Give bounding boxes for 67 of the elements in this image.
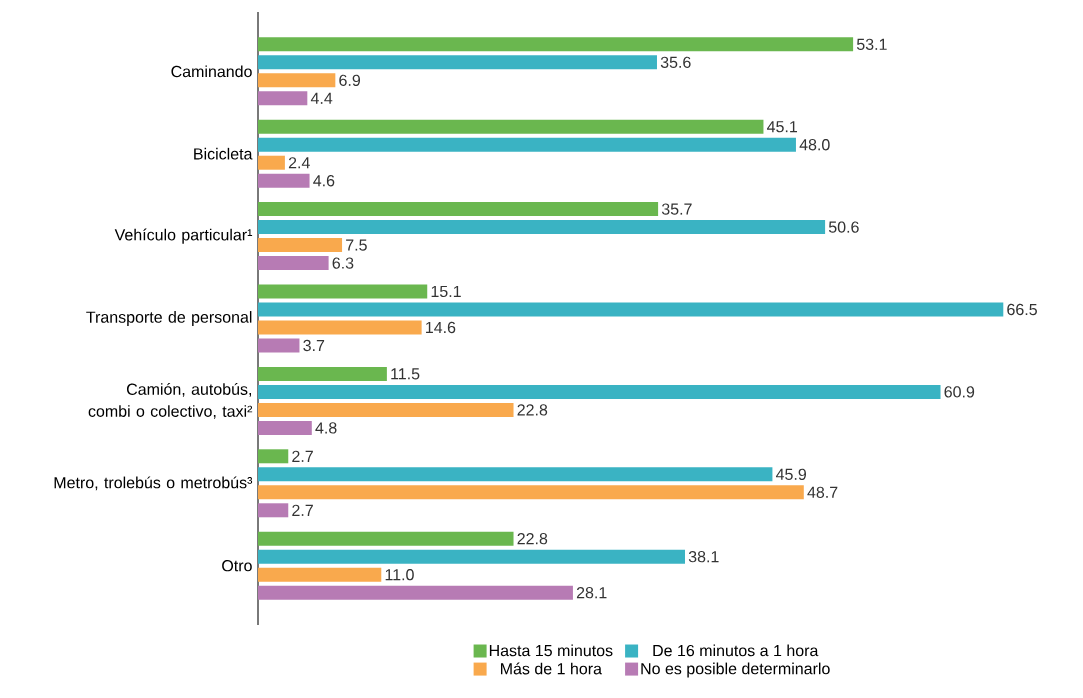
- bar: [258, 402, 514, 417]
- data-label: 15.1: [431, 285, 461, 298]
- data-label: 35.7: [661, 203, 692, 215]
- bar: [258, 338, 300, 353]
- y-tick-label: Transporte de personal: [86, 311, 252, 326]
- bar: [258, 420, 312, 435]
- data-label: 35.6: [660, 56, 691, 68]
- bar: [258, 137, 796, 152]
- legend-label: No es posible determinarlo: [641, 662, 830, 678]
- bar: [258, 485, 804, 500]
- data-label: 4.4: [310, 92, 333, 104]
- legend-label: De 16 minutos a 1 hora: [653, 644, 819, 657]
- y-tick-label: Otro: [222, 560, 252, 572]
- y-tick-label: Camión, autobús, combi o colectivo, taxi²: [88, 382, 253, 419]
- y-tick-label: Bicicleta: [194, 147, 253, 160]
- data-label: 2.7: [292, 504, 313, 516]
- bar: [258, 119, 764, 134]
- data-label: 48.0: [799, 139, 830, 151]
- y-tick-label: Caminando: [171, 65, 252, 78]
- bar: [258, 155, 285, 170]
- data-label: 22.8: [517, 533, 548, 545]
- data-label: 66.5: [1007, 303, 1037, 316]
- data-label: 45.9: [775, 468, 806, 480]
- bar: [258, 238, 343, 253]
- bar: [258, 567, 382, 582]
- data-label: 11.5: [391, 368, 420, 380]
- bar: [258, 320, 422, 335]
- data-label: 4.6: [313, 175, 335, 187]
- bar: [258, 449, 289, 464]
- bar: [258, 256, 329, 271]
- bar: [258, 37, 854, 52]
- data-label: 3.7: [303, 339, 325, 352]
- data-label: 2.4: [288, 157, 310, 169]
- bar: [258, 91, 308, 106]
- data-label: 2.7: [292, 450, 313, 462]
- data-label: 48.7: [807, 486, 838, 498]
- y-tick-label: Metro, trolebús o metrobús³: [54, 476, 253, 491]
- legend-label: Más de 1 hora: [501, 662, 602, 675]
- data-label: 53.1: [856, 38, 887, 50]
- bar: [258, 284, 428, 299]
- bar: [258, 549, 685, 564]
- bar: [258, 302, 1004, 317]
- data-label: 38.1: [688, 551, 719, 563]
- bar: [258, 366, 387, 381]
- bar: [258, 73, 336, 88]
- data-label: 7.5: [346, 239, 367, 251]
- data-label: 4.8: [315, 422, 337, 434]
- data-label: 6.3: [332, 257, 354, 269]
- bar: [258, 467, 773, 482]
- y-tick-label: Vehículo particular¹: [114, 228, 253, 244]
- data-label: 60.9: [944, 386, 975, 398]
- data-label: 45.1: [767, 121, 798, 133]
- data-label: 11.0: [385, 569, 414, 581]
- bar: [258, 531, 514, 546]
- bar: [258, 384, 941, 399]
- legend-label: Hasta 15 minutos: [489, 644, 613, 657]
- bar: [258, 173, 310, 188]
- bar: [258, 220, 826, 235]
- data-label: 22.8: [517, 404, 548, 416]
- data-label: 14.6: [426, 321, 456, 334]
- data-label: 6.9: [339, 74, 361, 86]
- bar: [258, 202, 659, 217]
- data-label: 50.6: [828, 221, 859, 233]
- data-label: 28.1: [576, 587, 607, 599]
- bar: [258, 503, 289, 518]
- bar: [258, 55, 657, 70]
- bar: [258, 585, 573, 600]
